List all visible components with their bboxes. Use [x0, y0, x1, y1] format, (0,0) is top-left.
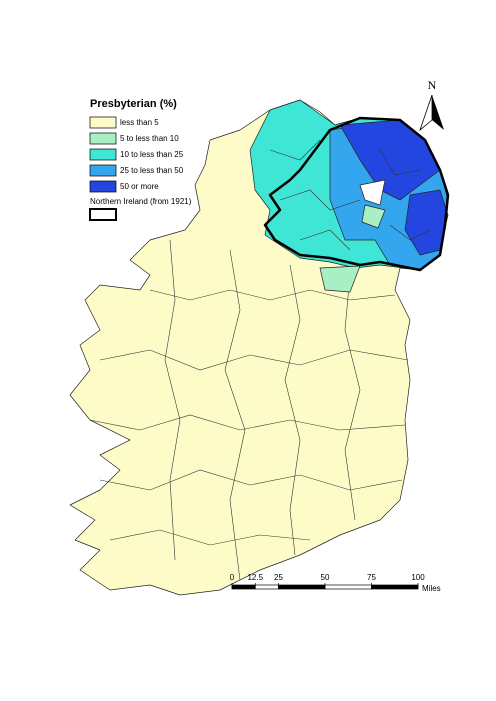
- legend-label: less than 5: [120, 118, 159, 127]
- legend-swatch: [89, 132, 117, 145]
- scale-segment: [231, 584, 256, 590]
- arrow-right: [432, 95, 444, 130]
- legend-swatch: [89, 180, 117, 193]
- legend-swatch: [89, 208, 117, 221]
- legend: Presbyterian (%) less than 5 5 to less th…: [89, 98, 192, 221]
- arrow-left: [419, 94, 433, 132]
- north-arrow: N: [419, 78, 444, 132]
- scale-segment: [254, 584, 279, 590]
- lough-neagh: [359, 179, 386, 206]
- scale-unit: Miles: [422, 584, 441, 593]
- district-boundaries: [269, 139, 431, 251]
- region-5-10: [319, 265, 361, 293]
- scale-label: 100: [411, 573, 425, 582]
- scale-label: 50: [321, 573, 330, 582]
- scale-segment: [324, 584, 372, 590]
- scale-segment: [278, 584, 326, 590]
- legend-label: 10 to less than 25: [120, 150, 184, 159]
- scale-label: 25: [274, 573, 283, 582]
- district-boundaries: [89, 239, 409, 581]
- scale-bar: 0 12.5 25 50 75 100 Miles: [230, 573, 441, 593]
- scale-label: 75: [367, 573, 376, 582]
- legend-swatch: [89, 116, 117, 129]
- north-label: N: [428, 78, 437, 92]
- scale-label: 12.5: [247, 573, 263, 582]
- legend-title: Presbyterian (%): [90, 98, 177, 110]
- legend-label: 50 or more: [120, 182, 159, 191]
- legend-swatch: [89, 164, 117, 177]
- legend-label: 5 to less than 10: [120, 134, 179, 143]
- region-5-10: [361, 204, 386, 229]
- northern-ireland-boundary: [263, 116, 450, 272]
- scale-label: 0: [230, 573, 235, 582]
- legend-swatch: [89, 148, 117, 161]
- scale-segment: [371, 584, 419, 590]
- legend-label: 25 to less than 50: [120, 166, 184, 175]
- legend-label: Northern Ireland (from 1921): [90, 197, 192, 206]
